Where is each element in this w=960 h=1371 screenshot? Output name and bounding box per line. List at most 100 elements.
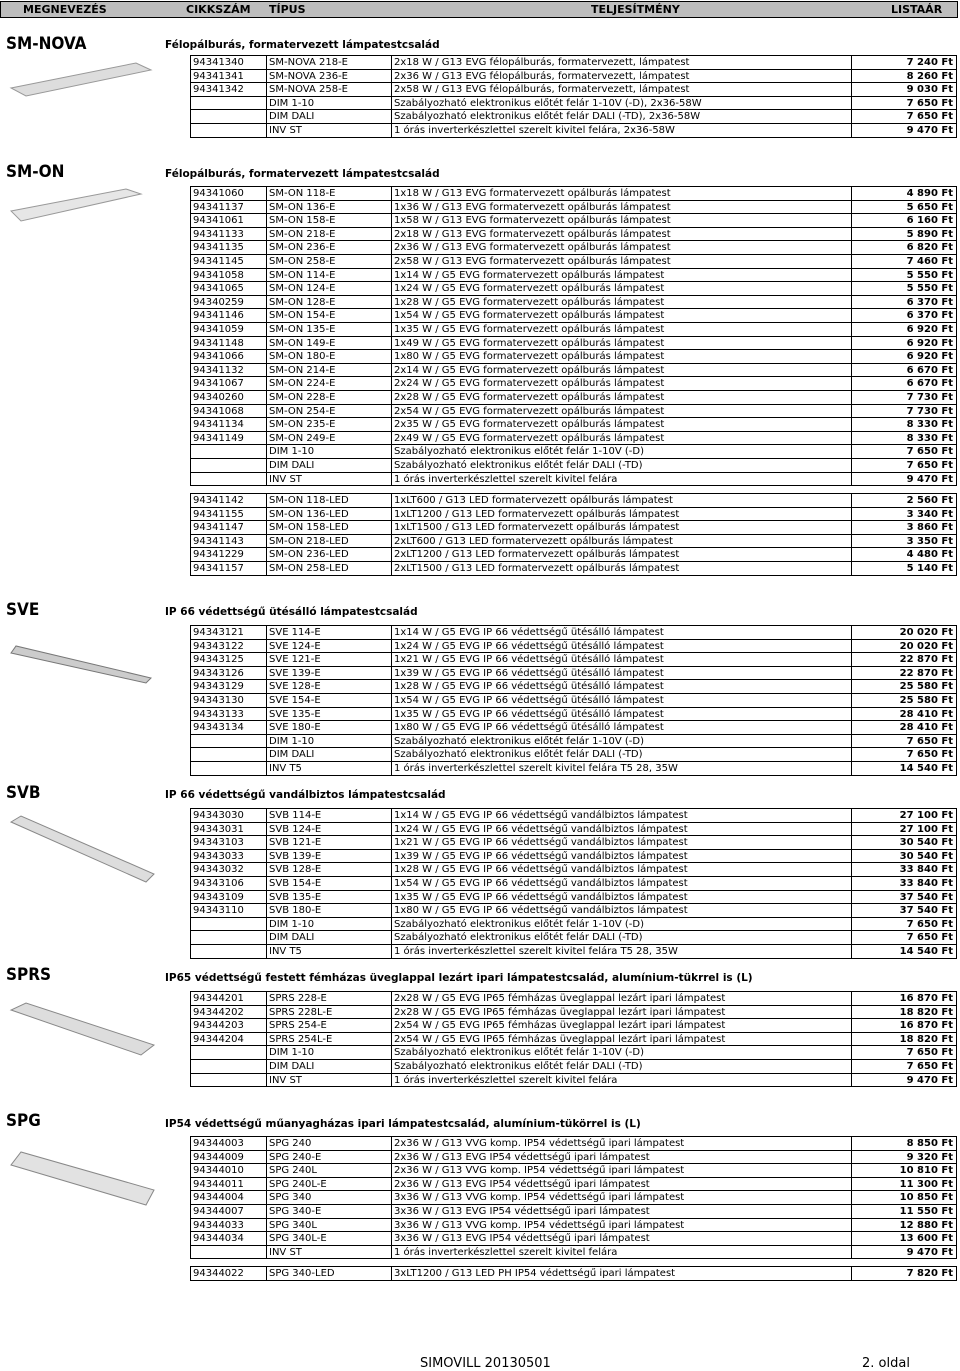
cell-type: SM-ON 235-E (266, 418, 391, 432)
cell-code (191, 918, 266, 931)
cell-desc: 2x35 W / G5 EVG formatervezett opálburás… (391, 418, 851, 432)
cell-code (191, 124, 266, 137)
table-row: 94341149 SM-ON 249-E 2x49 W / G5 EVG forma… (191, 431, 956, 446)
cell-type: DIM 1-10 (266, 96, 391, 110)
cell-type: DIM DALI (266, 748, 391, 762)
cell-type: SVE 128-E (266, 680, 391, 694)
table-row: DIM DALI Szabályozható elektronikus előté… (191, 931, 956, 945)
cell-desc: 1x21 W / G5 EVG IP 66 védettségű ütésáll… (391, 653, 851, 667)
table-row: 94343122 SVE 124-E 1x24 W / G5 EVG IP 66 v… (191, 639, 956, 654)
cell-type: SVB 124-E (266, 822, 391, 836)
cell-desc: 2x49 W / G5 EVG formatervezett opálburás… (391, 431, 851, 445)
cell-desc: 2x36 W / G13 EVG félopálburás, formaterv… (391, 69, 851, 83)
cell-code (191, 931, 266, 944)
cell-price: 7 460 Ft (851, 255, 955, 268)
cell-desc: Szabályozható elektronikus előtét felár … (391, 734, 851, 748)
cell-code: 94344004 (193, 1192, 244, 1204)
cell-type: DIM 1-10 (266, 1046, 391, 1060)
cell-price: 28 410 Ft (851, 721, 955, 735)
cell-price: 20 020 Ft (851, 626, 955, 639)
price-table: 94344201 SPRS 228-E 2x28 W / G5 EVG IP65 f… (190, 991, 957, 1088)
cell-desc: 1xLT1500 / G13 LED formatervezett opálbu… (391, 521, 851, 535)
cell-code: 94343121 (193, 627, 244, 638)
cell-type: SVB 128-E (266, 863, 391, 877)
cell-price: 27 100 Ft (851, 822, 955, 836)
cell-price: 8 260 Ft (851, 69, 955, 83)
cell-desc: 1x35 W / G5 EVG IP 66 védettségű ütésáll… (391, 707, 851, 721)
table-row: 94343121 SVE 114-E 1x14 W / G5 EVG IP 66 v… (191, 626, 956, 640)
cell-code: 94343103 (193, 837, 244, 849)
table-row: 94341146 SM-ON 154-E 1x54 W / G5 EVG forma… (191, 309, 956, 323)
section-subtitle: IP54 védettségű műanyagházas ipari lámpa… (165, 1118, 641, 1130)
table-row: DIM DALI Szabályozható elektronikus előté… (191, 459, 956, 473)
cell-price: 7 650 Ft (851, 917, 955, 931)
cell-desc: 1x54 W / G5 EVG IP 66 védettségű vandálb… (391, 877, 851, 890)
section-subtitle: Félopálburás, formatervezett lámpatestcs… (165, 39, 440, 51)
cell-price: 22 870 Ft (851, 653, 955, 667)
cell-desc: 2x28 W / G5 EVG IP65 fémházas üveglappal… (391, 1005, 851, 1019)
table-row: 94341061 SM-ON 158-E 1x58 W / G13 EVG form… (191, 214, 956, 228)
cell-type: SPG 340L-E (266, 1232, 391, 1246)
cell-desc: 1xLT1200 / G13 LED formatervezett opálbu… (391, 507, 851, 521)
cell-price: 27 100 Ft (851, 809, 955, 822)
table-row: 94341134 SM-ON 235-E 2x35 W / G5 EVG forma… (191, 418, 956, 432)
cell-desc: Szabályozható elektronikus előtét felár … (391, 1046, 851, 1060)
table-row: 94343134 SVE 180-E 1x80 W / G5 EVG IP 66 v… (191, 721, 956, 735)
cell-type: SVE 180-E (266, 721, 391, 735)
cell-type: SVB 139-E (266, 849, 391, 863)
table-row: 94343125 SVE 121-E 1x21 W / G5 EVG IP 66 v… (191, 653, 956, 667)
table-row: DIM 1-10 Szabályozható elektronikus előté… (191, 734, 956, 749)
cell-type: SPG 340 (266, 1191, 391, 1205)
cell-type: SPG 340-E (266, 1205, 391, 1218)
table-row: 94341065 SM-ON 124-E 1x24 W / G5 EVG forma… (191, 282, 956, 296)
cell-price: 25 580 Ft (851, 680, 955, 694)
cell-price: 4 480 Ft (851, 548, 955, 562)
section-name: SVB (6, 783, 41, 803)
table-row: DIM 1-10 Szabályozható elektronikus előté… (191, 1046, 956, 1060)
cell-code: 94341066 (193, 351, 244, 363)
section-name: SPRS (6, 965, 52, 985)
cell-type: SPG 340-LED (266, 1267, 391, 1280)
cell-type: SM-ON 258-LED (266, 562, 391, 575)
cell-type: SPG 240L (266, 1164, 391, 1178)
cell-desc: 2x14 W / G5 EVG formatervezett opálburás… (391, 363, 851, 377)
cell-desc: 2x28 W / G5 EVG formatervezett opálburás… (391, 391, 851, 404)
cell-code: 94341058 (193, 269, 244, 281)
cell-desc: Szabályozható elektronikus előtét felár … (391, 459, 851, 472)
cell-code (191, 1074, 266, 1087)
header-col: MEGNEVEZÉS (23, 3, 107, 16)
cell-price: 4 890 Ft (851, 187, 955, 200)
cell-desc: 2x36 W / G13 EVG IP54 védettségű ipari l… (391, 1150, 851, 1164)
cell-desc: 2xLT1500 / G13 LED formatervezett opálbu… (391, 562, 851, 575)
cell-type: INV ST (266, 1245, 391, 1259)
lamp-image (10, 1151, 155, 1206)
cell-desc: 1x28 W / G5 EVG formatervezett opálburás… (391, 295, 851, 309)
cell-code: 94344034 (193, 1233, 244, 1245)
cell-code: 94343130 (193, 695, 244, 706)
table-row: 94341060 SM-ON 118-E 1x18 W / G13 EVG form… (191, 187, 956, 201)
table-row: 94344003 SPG 240 2x36 W / G13 VVG komp. IP… (191, 1137, 956, 1151)
table-row: 94341142 SM-ON 118-LED 1xLT600 / G13 LED f… (191, 494, 956, 508)
cell-type: SM-ON 135-E (266, 323, 391, 336)
cell-type: SVB 154-E (266, 877, 391, 890)
cell-desc: 3x36 W / G13 VVG komp. IP54 védettségű i… (391, 1218, 851, 1232)
cell-type: SVB 135-E (266, 890, 391, 904)
table-row: 94344007 SPG 340-E 3x36 W / G13 EVG IP54 v… (191, 1205, 956, 1219)
cell-type: SM-ON 158-E (266, 214, 391, 228)
cell-price: 11 550 Ft (851, 1205, 955, 1218)
cell-type: SM-ON 149-E (266, 336, 391, 350)
cell-desc: 1x24 W / G5 EVG IP 66 védettségű vandálb… (391, 822, 851, 836)
cell-type: SPG 340L (266, 1218, 391, 1232)
cell-price: 16 870 Ft (851, 992, 955, 1005)
table-row: 94340259 SM-ON 128-E 1x28 W / G5 EVG forma… (191, 295, 956, 310)
cell-type: DIM 1-10 (266, 917, 391, 931)
cell-price: 5 550 Ft (851, 282, 955, 296)
cell-desc: Szabályozható elektronikus előtét felár … (391, 445, 851, 459)
cell-type: INV ST (266, 472, 391, 486)
cell-price: 6 920 Ft (851, 350, 955, 364)
cell-type: SPRS 254-E (266, 1019, 391, 1033)
cell-price: 7 650 Ft (851, 459, 955, 472)
cell-price: 12 880 Ft (851, 1218, 955, 1232)
cell-type: SM-ON 114-E (266, 268, 391, 282)
